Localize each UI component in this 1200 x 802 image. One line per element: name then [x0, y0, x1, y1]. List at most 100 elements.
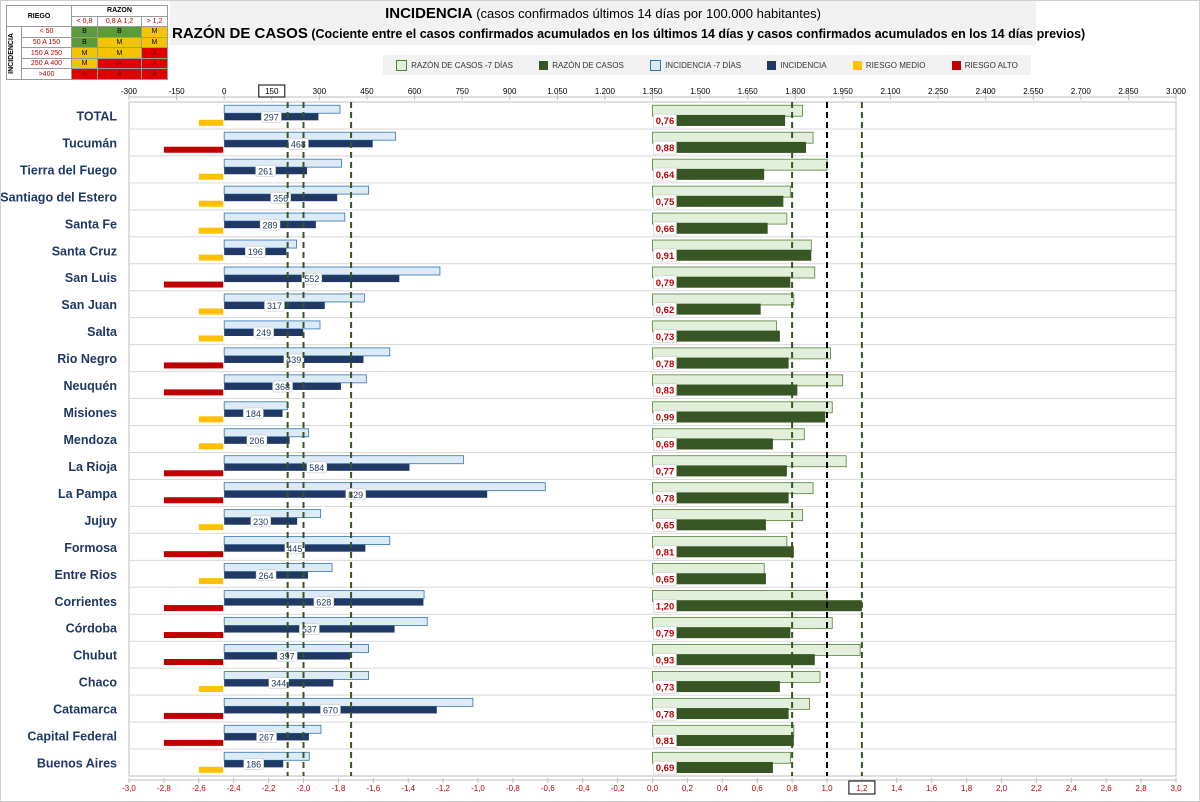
risk-bar	[198, 254, 224, 261]
category-label: Catamarca	[53, 703, 118, 717]
risk-bar	[163, 362, 224, 369]
razon-bar	[676, 276, 791, 288]
incidencia-value-label: 261	[258, 166, 273, 176]
bottom-axis-tick-label: -1,6	[366, 784, 380, 793]
razon-value-box	[653, 329, 677, 344]
incidencia-value-box	[255, 165, 276, 177]
incidencia-value-label: 184	[246, 409, 261, 419]
risk-bar	[163, 605, 224, 612]
legend-label: RAZÓN DE CASOS	[552, 60, 624, 70]
bottom-axis-tick-label: -1,2	[436, 784, 450, 793]
chart-subtitle: RAZÓN DE CASOS (Cociente entre el casos …	[172, 25, 1085, 42]
risk-bar	[198, 308, 224, 315]
razon-bar	[676, 761, 773, 773]
incidencia-prev-bar	[223, 131, 396, 141]
top-axis-tick-label: 2.250	[928, 87, 949, 96]
risk-cell: A	[140, 47, 169, 59]
razon-bar	[676, 411, 826, 423]
razon-bar	[676, 627, 791, 639]
category-label: Neuquén	[64, 379, 117, 393]
top-axis-tick-label: 1.950	[833, 87, 854, 96]
legend-label: RAZÓN DE CASOS -7 DÍAS	[411, 60, 513, 70]
incidencia-prev-bar	[223, 697, 474, 707]
incidencia-prev-bar	[223, 266, 441, 276]
risk-cell: M	[140, 26, 169, 38]
incidencia-value-box	[306, 461, 328, 474]
razon-prev-bar	[652, 670, 821, 683]
top-axis-tick-label: -300	[121, 87, 138, 96]
bottom-axis-tick-label: -2,2	[262, 784, 276, 793]
incidencia-value-label: 264	[259, 571, 274, 581]
category-label: Buenos Aires	[37, 757, 117, 771]
risk-matrix-incidencia-header: INCIDENCIA	[6, 26, 22, 80]
incidencia-value-box	[246, 434, 268, 447]
razon-value-label: 0,91	[656, 251, 675, 262]
razon-value-box	[653, 437, 677, 451]
razon-value-label: 0,77	[656, 467, 675, 478]
razon-value-box	[653, 572, 677, 586]
incidencia-value-label: 445	[287, 544, 302, 554]
razon-value-box	[653, 680, 677, 694]
razon-bar	[676, 438, 773, 450]
bottom-axis-tick-label: -0,2	[611, 784, 625, 793]
incidencia-value-label: 356	[273, 193, 288, 203]
risk-cell: M	[140, 36, 169, 49]
category-label: Tucumán	[62, 136, 117, 150]
bottom-axis-tick-label: 1,8	[961, 784, 973, 793]
title-incidencia: INCIDENCIA	[385, 5, 473, 22]
legend-label: INCIDENCIA -7 DÍAS	[665, 60, 742, 70]
risk-bar	[198, 578, 224, 585]
category-label: La Pampa	[58, 487, 118, 501]
category-label: Rio Negro	[57, 352, 117, 366]
razon-value-box	[653, 518, 677, 532]
incidencia-prev-bar	[223, 374, 367, 384]
bottom-axis-tick-label: 1,2	[856, 784, 868, 793]
razon-value-label: 0,78	[656, 709, 675, 720]
top-axis-tick-label: 2.700	[1071, 87, 1092, 96]
legend-swatch	[539, 60, 549, 70]
razon-bar	[676, 384, 798, 396]
risk-bar	[163, 497, 224, 504]
category-label: Chubut	[73, 649, 118, 663]
incidencia-value-label: 289	[263, 220, 278, 230]
razon-value-label: 0,66	[656, 224, 675, 235]
incidencia-value-box	[320, 704, 341, 716]
razon-value-box	[653, 356, 677, 371]
razon-prev-bar	[652, 374, 844, 387]
risk-matrix: RIEGO RAZON < 0,8 0,8 A 1,2 > 1,2 INCIDE…	[6, 4, 169, 80]
incidencia-value-label: 468	[291, 139, 306, 149]
razon-bar	[676, 546, 794, 558]
razon-bar	[676, 600, 862, 612]
risk-bar	[198, 173, 224, 180]
razon-value-box	[653, 275, 677, 290]
top-axis-tick-label: 2.850	[1118, 87, 1139, 96]
razon-prev-bar	[652, 617, 833, 629]
razon-bar	[676, 357, 789, 369]
razon-bar	[676, 330, 780, 342]
razon-value-box	[653, 707, 677, 721]
top-axis-tick-label: 450	[360, 87, 374, 96]
incidencia-value-label: 368	[275, 382, 290, 392]
razon-value-box	[653, 760, 677, 775]
razon-prev-bar	[652, 266, 816, 279]
razon-value-box	[653, 248, 677, 263]
razon-value-box	[653, 140, 677, 155]
incidencia-value-label: 196	[248, 247, 263, 257]
incidencia-prev-bar	[223, 536, 391, 545]
category-label: Entre Rios	[54, 568, 117, 582]
bottom-axis-tick-label: 2,8	[1136, 784, 1148, 793]
incidencia-value-box	[245, 245, 266, 258]
razon-prev-bar	[652, 644, 861, 656]
category-label: Santa Fe	[65, 217, 117, 231]
razon-value-label: 0,78	[656, 359, 675, 370]
top-axis-tick-label: 3.000	[1166, 87, 1187, 96]
incidencia-prev-bar	[223, 212, 346, 222]
bottom-axis-tick-label: 3,0	[1170, 784, 1182, 793]
razon-bar	[676, 195, 784, 207]
razon-value-label: 0,78	[656, 494, 675, 505]
bottom-axis-tick-label: 2,2	[1031, 784, 1043, 793]
incidencia-prev-bar	[223, 670, 369, 680]
chart-title-box: INCIDENCIA (casos confirmados últimos 14…	[170, 1, 1085, 45]
title-razon: RAZÓN DE CASOS	[172, 25, 308, 42]
top-axis-tick-label: 1.350	[642, 87, 663, 96]
